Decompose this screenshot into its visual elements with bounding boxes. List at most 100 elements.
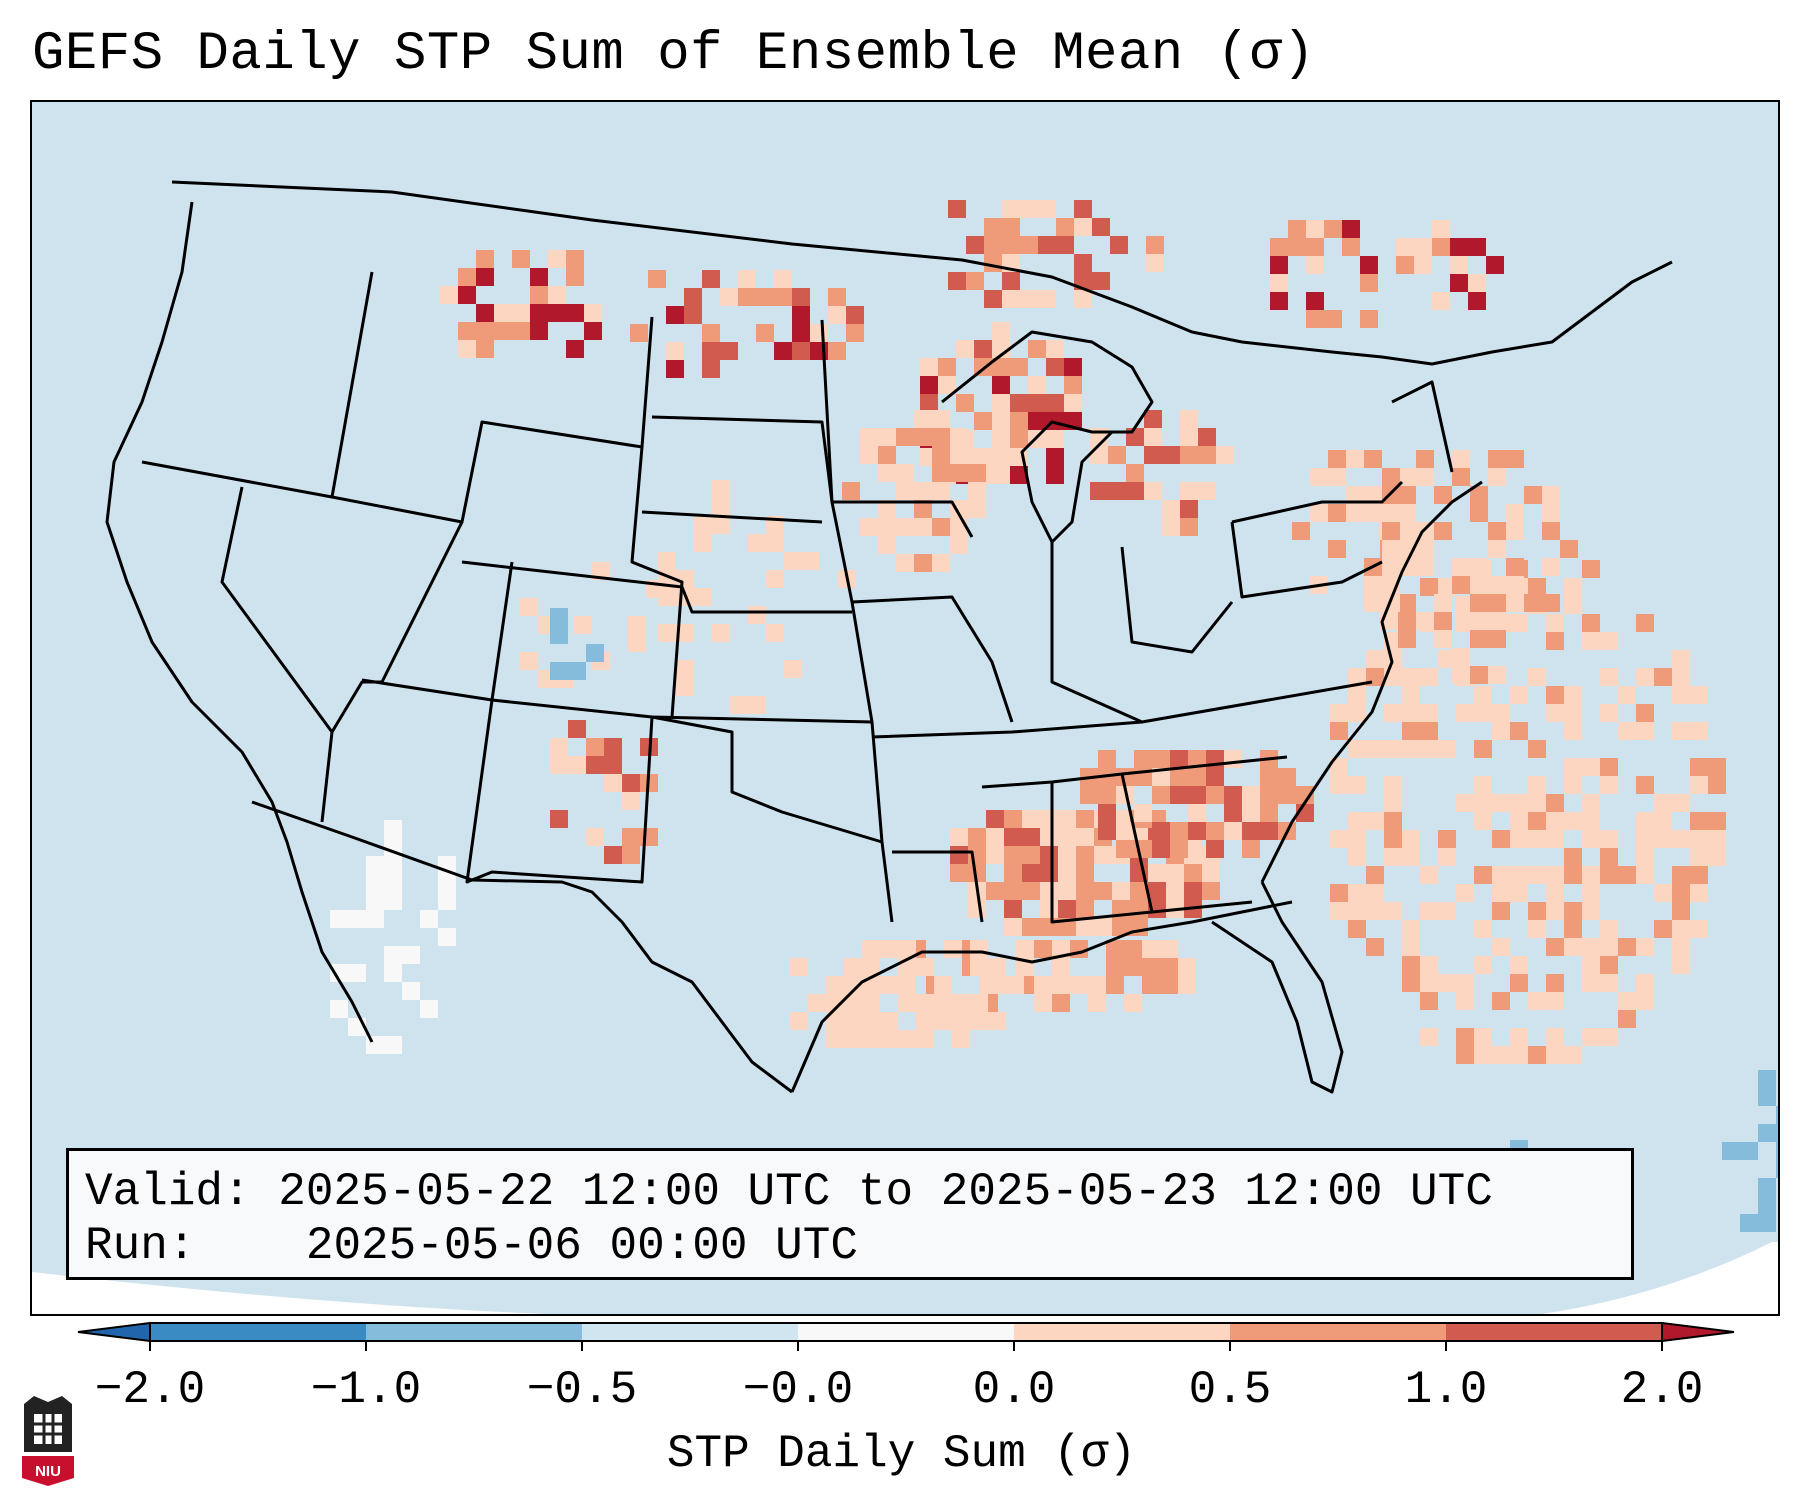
anomaly-cell — [1162, 446, 1180, 464]
anomaly-cell — [938, 376, 956, 394]
state-line — [851, 595, 1014, 723]
anomaly-cell — [1270, 292, 1288, 310]
anomaly-cell — [1474, 686, 1492, 704]
atlantic-coastline — [1260, 480, 1483, 883]
anomaly-cell — [1360, 256, 1378, 274]
anomaly-cell — [530, 286, 548, 304]
anomaly-cell — [1506, 558, 1524, 576]
anomaly-cell — [1088, 994, 1106, 1012]
anomaly-cell — [1330, 758, 1348, 776]
anomaly-cell — [420, 1000, 438, 1018]
anomaly-cell — [1564, 686, 1582, 704]
anomaly-cell — [1524, 486, 1542, 504]
anomaly-cell — [604, 738, 622, 756]
anomaly-cell — [968, 900, 986, 918]
anomaly-cell — [1382, 540, 1400, 558]
anomaly-cell — [1398, 486, 1416, 504]
anomaly-cell — [1216, 446, 1234, 464]
anomaly-cell — [1582, 1028, 1600, 1046]
anomaly-cell — [1708, 812, 1726, 830]
anomaly-cell — [622, 846, 640, 864]
anomaly-cell — [1542, 522, 1560, 540]
anomaly-cell — [860, 446, 878, 464]
state-line — [630, 446, 684, 718]
anomaly-cell — [1708, 830, 1726, 848]
anomaly-cell — [1088, 976, 1106, 994]
anomaly-cell — [1038, 236, 1056, 254]
anomaly-cell — [384, 856, 402, 874]
anomaly-cell — [1636, 704, 1654, 722]
state-line — [490, 561, 514, 701]
anomaly-cell — [1452, 468, 1470, 486]
anomaly-cell — [1346, 450, 1364, 468]
anomaly-cell — [790, 1012, 808, 1030]
anomaly-cell — [1010, 412, 1028, 430]
anomaly-cell — [494, 322, 512, 340]
anomaly-cell — [1242, 822, 1260, 840]
us-canada-border-east — [1241, 260, 1673, 366]
anomaly-cell — [1094, 882, 1112, 900]
anomaly-cell — [1416, 558, 1434, 576]
anomaly-cell — [550, 626, 568, 644]
anomaly-cell — [1278, 768, 1296, 786]
anomaly-cell — [932, 518, 950, 536]
anomaly-cell — [1654, 812, 1672, 830]
anomaly-cell — [1144, 446, 1162, 464]
state-line — [1391, 380, 1454, 473]
anomaly-cell — [862, 940, 880, 958]
anomaly-cell — [1134, 804, 1152, 822]
anomaly-cell — [530, 322, 548, 340]
anomaly-cell — [1116, 822, 1134, 840]
anomaly-cell — [950, 828, 968, 846]
state-line — [641, 510, 823, 524]
anomaly-cell — [898, 1030, 916, 1048]
anomaly-cell — [992, 430, 1010, 448]
anomaly-cell — [1184, 846, 1202, 864]
anomaly-cell — [1528, 1046, 1546, 1064]
anomaly-cell — [1672, 956, 1690, 974]
anomaly-cell — [1672, 686, 1690, 704]
anomaly-cell — [1582, 974, 1600, 992]
anomaly-cell — [1188, 786, 1206, 804]
anomaly-cell — [1402, 668, 1420, 686]
anomaly-cell — [1420, 902, 1438, 920]
anomaly-cell — [1028, 412, 1046, 430]
colorbar-bin — [1446, 1323, 1662, 1341]
anomaly-cell — [1510, 686, 1528, 704]
anomaly-cell — [1260, 768, 1278, 786]
anomaly-cell — [1488, 540, 1506, 558]
great-lakes — [941, 330, 1154, 544]
anomaly-cell — [384, 946, 402, 964]
anomaly-cell — [1438, 974, 1456, 992]
anomaly-cell — [494, 304, 512, 322]
colorbar-bin — [366, 1323, 582, 1341]
colorbar-tick-label: −2.0 — [94, 1364, 206, 1416]
anomaly-cell — [1288, 238, 1306, 256]
anomaly-cell — [992, 322, 1010, 340]
anomaly-cell — [1010, 394, 1028, 412]
anomaly-cell — [384, 892, 402, 910]
anomaly-cell — [604, 756, 622, 774]
anomaly-cell — [1178, 958, 1196, 976]
anomaly-cell — [1690, 812, 1708, 830]
anomaly-cell — [1052, 958, 1070, 976]
colorbar-bin — [798, 1323, 1014, 1341]
anomaly-cell — [1402, 686, 1420, 704]
anomaly-cell — [1188, 768, 1206, 786]
anomaly-cell — [1146, 236, 1164, 254]
anomaly-cell — [1474, 866, 1492, 884]
anomaly-cell — [792, 288, 810, 306]
anomaly-cell — [366, 874, 384, 892]
anomaly-cell — [1564, 866, 1582, 884]
anomaly-cell — [1366, 866, 1384, 884]
anomaly-cell — [1400, 540, 1418, 558]
anomaly-cell — [1162, 518, 1180, 536]
anomaly-cell — [586, 828, 604, 846]
stp-anomaly-map — [32, 180, 1778, 1314]
anomaly-cell — [932, 428, 950, 446]
anomaly-cell — [1600, 866, 1618, 884]
run-label: Run: — [85, 1220, 196, 1272]
anomaly-cell — [1010, 430, 1028, 448]
anomaly-cell — [1542, 594, 1560, 612]
anomaly-cell — [1112, 918, 1130, 936]
